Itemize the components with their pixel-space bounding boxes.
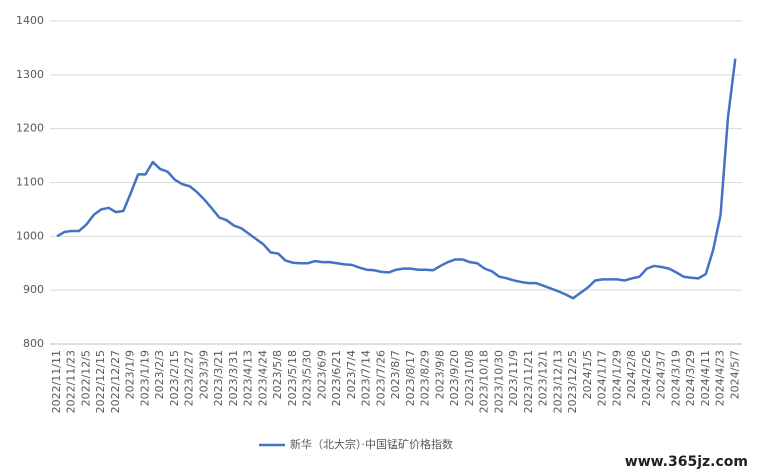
x-tick-label: 2024/1/5 bbox=[581, 350, 594, 399]
x-tick-label: 2023/5/8 bbox=[271, 350, 284, 399]
x-tick-label: 2023/1/9 bbox=[124, 350, 137, 399]
x-tick-label: 2023/2/15 bbox=[168, 350, 181, 406]
y-tick-label: 1100 bbox=[16, 176, 44, 189]
x-tick-label: 2022/11/23 bbox=[65, 350, 78, 413]
series-line bbox=[56, 58, 737, 300]
x-tick-label: 2024/2/8 bbox=[625, 350, 638, 399]
x-tick-label: 2024/4/11 bbox=[699, 350, 712, 406]
legend-label: 新华（北大宗）·中国锰矿价格指数 bbox=[290, 437, 453, 451]
x-tick-label: 2023/10/18 bbox=[478, 350, 491, 413]
x-tick-label: 2023/2/3 bbox=[153, 350, 166, 399]
x-tick-label: 2023/6/9 bbox=[315, 350, 328, 399]
x-tick-label: 2023/9/20 bbox=[448, 350, 461, 406]
x-tick-label: 2024/3/19 bbox=[669, 350, 682, 406]
x-tick-label: 2023/2/27 bbox=[183, 350, 196, 406]
y-tick-label: 900 bbox=[23, 283, 44, 296]
x-tick-label: 2023/12/13 bbox=[551, 350, 564, 413]
y-tick-label: 1300 bbox=[16, 68, 44, 81]
y-tick-label: 1200 bbox=[16, 122, 44, 135]
x-tick-label: 2022/12/15 bbox=[94, 350, 107, 413]
x-tick-label: 2023/6/21 bbox=[330, 350, 343, 406]
x-tick-label: 2023/4/24 bbox=[256, 350, 269, 406]
x-tick-label: 2024/3/7 bbox=[655, 350, 668, 399]
y-tick-label: 800 bbox=[23, 337, 44, 350]
x-tick-label: 2023/1/19 bbox=[138, 350, 151, 406]
x-tick-label: 2022/11/11 bbox=[50, 350, 63, 413]
x-tick-label: 2023/10/30 bbox=[492, 350, 505, 413]
x-tick-label: 2023/3/9 bbox=[197, 350, 210, 399]
x-tick-label: 2023/12/25 bbox=[566, 350, 579, 413]
x-tick-label: 2023/3/31 bbox=[227, 350, 240, 406]
y-tick-label: 1400 bbox=[16, 14, 44, 27]
x-tick-label: 2022/12/5 bbox=[79, 350, 92, 406]
x-tick-label: 2024/2/26 bbox=[640, 350, 653, 406]
x-tick-label: 2023/7/4 bbox=[345, 350, 358, 399]
x-tick-label: 2024/5/7 bbox=[728, 350, 741, 399]
x-tick-label: 2022/12/27 bbox=[109, 350, 122, 413]
x-tick-label: 2023/11/21 bbox=[522, 350, 535, 413]
x-tick-label: 2024/1/29 bbox=[610, 350, 623, 406]
x-tick-label: 2023/7/14 bbox=[360, 350, 373, 406]
x-tick-label: 2023/10/8 bbox=[463, 350, 476, 406]
x-tick-label: 2023/5/18 bbox=[286, 350, 299, 406]
x-tick-label: 2023/12/1 bbox=[537, 350, 550, 406]
x-tick-label: 2023/4/13 bbox=[242, 350, 255, 406]
x-tick-label: 2023/3/21 bbox=[212, 350, 225, 406]
x-tick-label: 2023/11/9 bbox=[507, 350, 520, 406]
x-tick-label: 2024/1/17 bbox=[596, 350, 609, 406]
x-tick-label: 2024/4/23 bbox=[714, 350, 727, 406]
x-tick-label: 2023/5/30 bbox=[301, 350, 314, 406]
x-tick-label: 2023/8/29 bbox=[419, 350, 432, 406]
x-tick-label: 2023/7/26 bbox=[374, 350, 387, 406]
x-tick-label: 2024/3/29 bbox=[684, 350, 697, 406]
watermark: www.365jz.com bbox=[625, 454, 748, 470]
x-tick-label: 2023/8/17 bbox=[404, 350, 417, 406]
x-tick-label: 2023/9/8 bbox=[433, 350, 446, 399]
y-tick-label: 1000 bbox=[16, 229, 44, 242]
x-tick-label: 2023/8/7 bbox=[389, 350, 402, 399]
